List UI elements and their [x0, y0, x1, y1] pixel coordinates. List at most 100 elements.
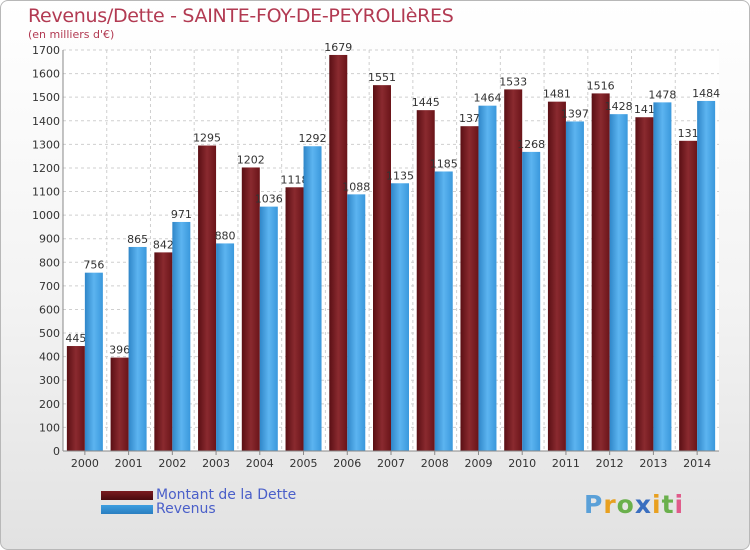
bar-dette: [591, 93, 610, 452]
bar-revenus: [434, 171, 453, 451]
bar-revenus: [522, 151, 541, 451]
y-tick-label: 200: [39, 398, 60, 411]
logo-letter: i: [674, 490, 685, 519]
bar-revenus: [84, 272, 103, 451]
legend-label-dette: Montant de la Dette: [156, 487, 297, 503]
bar-dette: [504, 89, 523, 452]
bar-dette: [66, 346, 85, 451]
x-tick-label: 2003: [202, 457, 230, 470]
x-tick-label: 2005: [290, 457, 318, 470]
chart-subtitle: (en milliers d'€): [28, 28, 115, 41]
data-label: 880: [215, 229, 236, 242]
proxiti-logo: Proxiti: [584, 490, 684, 519]
data-label: 1533: [499, 75, 527, 88]
bar-dette: [635, 117, 654, 451]
legend-label-revenus: Revenus: [156, 501, 216, 517]
y-tick-label: 900: [39, 233, 60, 246]
logo-letter: x: [634, 490, 652, 519]
bar-dette: [241, 167, 260, 451]
data-label: 137: [459, 112, 480, 125]
y-tick-label: 600: [39, 303, 60, 316]
y-tick-label: 1600: [32, 68, 60, 81]
legend-swatch-revenus: [101, 504, 153, 514]
y-tick-label: 500: [39, 327, 60, 340]
data-label: 842: [153, 238, 174, 251]
bar-dette: [373, 85, 391, 451]
bar-dette: [679, 140, 698, 452]
bar-revenus: [259, 206, 278, 451]
y-tick-label: 1500: [32, 91, 60, 104]
y-tick-label: 100: [39, 421, 60, 434]
bar-revenus: [128, 246, 147, 451]
x-tick-label: 2010: [508, 457, 536, 470]
bar-dette: [329, 54, 348, 452]
y-tick-label: 1700: [32, 44, 60, 57]
data-label: 1445: [412, 96, 440, 109]
bar-revenus: [303, 146, 322, 452]
bar-revenus: [697, 100, 716, 451]
data-label: 131: [678, 127, 699, 140]
data-label: 1088: [342, 180, 370, 193]
x-tick-label: 2004: [246, 457, 274, 470]
bar-dette: [285, 187, 304, 452]
x-tick-label: 2006: [333, 457, 361, 470]
y-tick-label: 1000: [32, 209, 60, 222]
bar-dette: [154, 252, 173, 451]
data-label: 1268: [517, 138, 545, 151]
x-tick-label: 2011: [552, 457, 580, 470]
data-label: 1295: [193, 132, 221, 145]
data-label: 1202: [237, 153, 265, 166]
bar-revenus: [609, 114, 628, 451]
logo-letter: r: [603, 490, 617, 519]
y-tick-label: 0: [53, 445, 60, 458]
data-label: 1516: [587, 79, 615, 92]
bar-dette: [198, 145, 217, 451]
x-tick-label: 2007: [377, 457, 405, 470]
bar-dette: [416, 110, 435, 452]
x-tick-label: 2002: [158, 457, 186, 470]
y-tick-label: 1300: [32, 138, 60, 151]
data-label: 971: [171, 208, 192, 221]
y-tick-label: 300: [39, 374, 60, 387]
data-label: 756: [83, 259, 104, 272]
bar-revenus: [565, 121, 584, 451]
bar-revenus: [478, 105, 497, 451]
y-tick-label: 400: [39, 351, 60, 364]
x-tick-label: 2014: [683, 457, 711, 470]
data-label: 141: [634, 103, 655, 116]
data-label: 396: [109, 344, 130, 357]
y-tick-label: 700: [39, 280, 60, 293]
data-label: 1397: [561, 107, 589, 120]
data-label: 1428: [605, 100, 633, 113]
data-label: 1118: [281, 173, 309, 186]
y-tick-label: 800: [39, 256, 60, 269]
x-tick-label: 2001: [115, 457, 143, 470]
legend-item-dette: Montant de la Dette: [101, 487, 297, 503]
data-label: 1464: [473, 92, 501, 105]
data-label: 1478: [648, 88, 676, 101]
bar-revenus: [347, 194, 366, 452]
x-tick-label: 2008: [421, 457, 449, 470]
legend-item-revenus: Revenus: [101, 501, 216, 517]
data-label: 1551: [368, 71, 396, 84]
data-label: 1185: [430, 157, 458, 170]
bar-dette: [110, 357, 129, 451]
data-label: 1484: [692, 87, 720, 100]
bar-revenus: [172, 221, 191, 451]
chart-title: Revenus/Dette - SAINTE-FOY-DE-PEYROLIèRE…: [28, 5, 454, 27]
data-label: 1135: [386, 169, 414, 182]
logo-letter: i: [652, 490, 662, 519]
logo-letter: t: [661, 490, 675, 519]
y-tick-label: 1100: [32, 186, 60, 199]
data-label: 1292: [299, 132, 327, 145]
logo-letter: o: [616, 490, 635, 519]
bar-revenus: [653, 102, 672, 452]
data-label: 445: [65, 332, 86, 345]
data-label: 1481: [543, 88, 571, 101]
legend-swatch-dette: [101, 490, 153, 500]
x-tick-label: 2009: [464, 457, 492, 470]
y-tick-label: 1200: [32, 162, 60, 175]
bar-revenus: [391, 183, 409, 451]
